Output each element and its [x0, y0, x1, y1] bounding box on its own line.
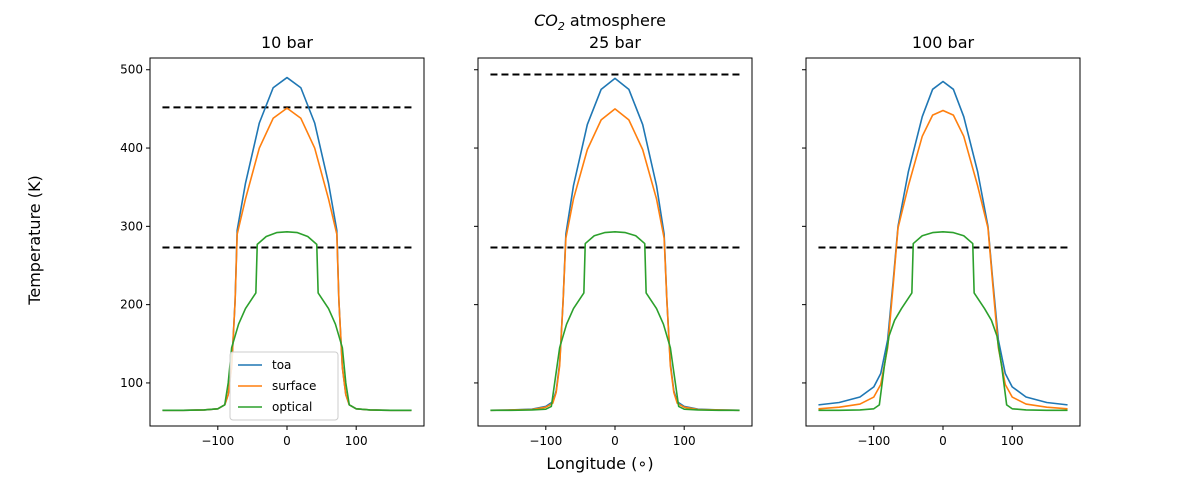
- series-line-surface: [818, 109, 1068, 410]
- axes-frame: [805, 57, 1081, 427]
- legend: toa surface optical: [229, 351, 339, 421]
- series-line-toa: [490, 77, 740, 412]
- subplot-title: 10 bar: [261, 33, 313, 52]
- y-tick-label: 300: [120, 219, 143, 233]
- subplot-title: 25 bar: [589, 33, 641, 52]
- x-tick-label: −100: [529, 434, 562, 448]
- series-line-optical: [490, 231, 740, 412]
- plot-area: [162, 76, 412, 412]
- x-tick-label: −100: [857, 434, 890, 448]
- series-line-optical: [818, 231, 1068, 412]
- legend-label-toa: toa: [272, 358, 291, 372]
- series-line-toa: [818, 80, 1068, 406]
- axes-frame: [477, 57, 753, 427]
- plot-area: [490, 73, 740, 412]
- x-tick-label: 0: [939, 434, 947, 448]
- x-tick-label: 0: [283, 434, 291, 448]
- series-line-optical: [162, 231, 412, 412]
- subplot-1: 10 bar −100 0 100 100 200 300 400 500 toa surface o…: [120, 33, 425, 448]
- subplot-2: 25 bar −100 0 100: [474, 33, 753, 448]
- x-tick-label: 100: [673, 434, 696, 448]
- figure-suptitle: CO2 atmosphere: [534, 11, 666, 33]
- legend-label-surface: surface: [272, 379, 316, 393]
- x-tick-label: 100: [345, 434, 368, 448]
- x-tick-label: −100: [201, 434, 234, 448]
- x-axis-label: Longitude (∘): [546, 454, 653, 473]
- subplot-title: 100 bar: [912, 33, 975, 52]
- y-tick-label: 100: [120, 376, 143, 390]
- y-tick-label: 200: [120, 298, 143, 312]
- legend-label-optical: optical: [272, 400, 312, 414]
- series-line-surface: [490, 108, 740, 412]
- y-tick-label: 500: [120, 63, 143, 77]
- x-tick-label: 0: [611, 434, 619, 448]
- subplots: 10 bar −100 0 100 100 200 300 400 500 toa surface o…: [120, 33, 1081, 448]
- y-axis-label: Temperature (K): [25, 175, 44, 305]
- suptitle-main: CO: [534, 11, 558, 30]
- subplot-3: 100 bar −100 0 100: [802, 33, 1081, 448]
- legend-box: [229, 351, 339, 421]
- x-tick-label: 100: [1001, 434, 1024, 448]
- suptitle-rest: atmosphere: [565, 11, 666, 30]
- suptitle-sub: 2: [558, 20, 565, 33]
- y-tick-label: 400: [120, 141, 143, 155]
- plot-area: [818, 80, 1068, 412]
